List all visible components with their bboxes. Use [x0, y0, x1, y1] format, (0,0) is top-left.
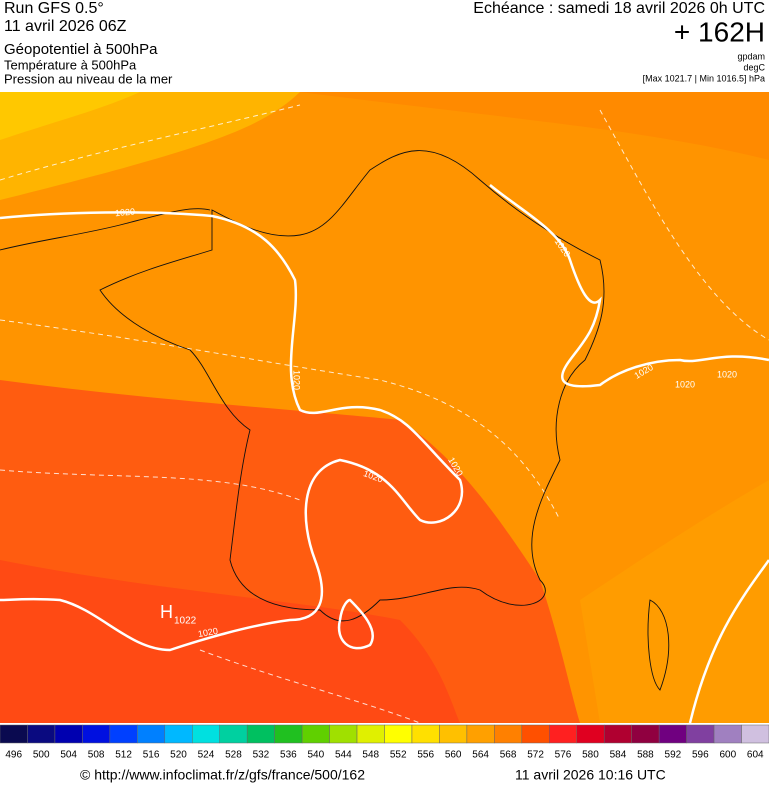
colorbar-tick-label: 588 — [637, 750, 654, 761]
field-label: Pression au niveau de la mer — [4, 71, 173, 86]
isobars — [0, 184, 769, 724]
colorbar-cell — [686, 724, 715, 744]
footer-timestamp: 11 avril 2026 10:16 UTC — [515, 767, 666, 783]
temp-zone — [580, 480, 769, 723]
colorbar-cell — [192, 724, 220, 744]
colorbar-tick-label: 524 — [198, 750, 215, 761]
colorbar-cell — [741, 724, 769, 744]
isobar-label: 1020 — [115, 207, 136, 219]
unit: gpdam — [737, 51, 765, 61]
isotherms — [0, 104, 769, 724]
colorbar-tick-label: 560 — [445, 750, 462, 761]
field-label: Température à 500hPa — [4, 57, 137, 72]
colorbar-cell — [27, 724, 56, 744]
colorbar-tick-label: 568 — [500, 750, 517, 761]
colorbar-cell — [356, 724, 385, 744]
colorbar-tick-label: 596 — [692, 750, 709, 761]
high-value: 1022 — [174, 616, 197, 627]
colorbar-cell — [164, 724, 193, 744]
colorbar-tick-label: 496 — [5, 750, 22, 761]
colorbar-cell — [658, 724, 687, 744]
unit: degC — [743, 62, 765, 72]
colorbar-tick-label: 600 — [719, 750, 736, 761]
colorbar-tick-label: 584 — [610, 750, 627, 761]
colorbar-cell — [411, 724, 440, 744]
colorbar-cell — [466, 724, 495, 744]
colorbar-tick-label: 508 — [88, 750, 105, 761]
coastlines — [0, 150, 670, 691]
footer-url: © http://www.infoclimat.fr/z/gfs/france/… — [80, 767, 365, 783]
pressure-range: [Max 1021.7 | Min 1016.5] hPa — [643, 73, 765, 83]
colorbar-tick-label: 540 — [307, 750, 324, 761]
colorbar-tick-label: 504 — [60, 750, 77, 761]
colorbar-cell — [549, 724, 577, 744]
colorbar-cell — [219, 724, 248, 744]
run-date: 11 avril 2026 06Z — [4, 18, 127, 35]
colorbar-tick-label: 516 — [143, 750, 160, 761]
colorbar-cell — [713, 724, 742, 744]
colorbar-cell — [631, 724, 660, 744]
colorbar-cell — [82, 724, 111, 744]
temp-zone — [0, 92, 140, 140]
colorbar-tick-label: 576 — [555, 750, 572, 761]
colorbar-tick-label: 592 — [665, 750, 682, 761]
colorbar-cell — [521, 724, 550, 744]
colorbar-cell — [439, 724, 468, 744]
forecast-time: Echéance : samedi 18 avril 2026 0h UTC — [473, 0, 765, 17]
colorbar-cell — [274, 724, 303, 744]
colorbar-cell — [0, 724, 28, 744]
run-title: Run GFS 0.5° — [4, 0, 104, 17]
colorbar-tick-label: 552 — [390, 750, 407, 761]
map-area — [0, 92, 769, 724]
isobar-label: 1020 — [197, 626, 218, 639]
colorbar-tick-label: 544 — [335, 750, 352, 761]
colorbar-cell — [246, 724, 275, 744]
isobar-label: 1020 — [292, 370, 302, 390]
colorbar-tick-label: 548 — [362, 750, 379, 761]
temp-zone — [0, 92, 300, 200]
colorbar-tick-label: 572 — [527, 750, 544, 761]
colorbar-cell — [109, 724, 138, 744]
colorbar-tick-label: 604 — [747, 750, 764, 761]
field-label: Géopotentiel à 500hPa — [4, 41, 158, 58]
colorbar-tick-label: 532 — [253, 750, 270, 761]
colorbar-cell — [329, 724, 358, 744]
colorbar-cell — [301, 724, 330, 744]
colorbar-tick-label: 536 — [280, 750, 297, 761]
colorbar-tick-label: 520 — [170, 750, 187, 761]
colorbar-tick-label: 564 — [472, 750, 489, 761]
temp-zone — [0, 560, 460, 723]
colorbar-tick-label: 512 — [115, 750, 132, 761]
colorbar-cell — [576, 724, 605, 744]
colorbar-tick-label: 528 — [225, 750, 242, 761]
colorbar-cell — [54, 724, 83, 744]
colorbar-cell — [494, 724, 523, 744]
isobar-label: 1020 — [717, 369, 737, 379]
colorbar-tick-label: 556 — [417, 750, 434, 761]
lead-time: + 162H — [674, 16, 765, 47]
isobar-label: 1020 — [675, 379, 695, 389]
colorbar-tick-label: 500 — [33, 750, 50, 761]
colorbar-cell — [137, 724, 166, 744]
colorbar-cell — [384, 724, 413, 744]
high-symbol: H — [160, 602, 173, 622]
temp-zone — [300, 92, 769, 160]
colorbar-tick-label: 580 — [582, 750, 599, 761]
colorbar-cell — [603, 724, 632, 744]
